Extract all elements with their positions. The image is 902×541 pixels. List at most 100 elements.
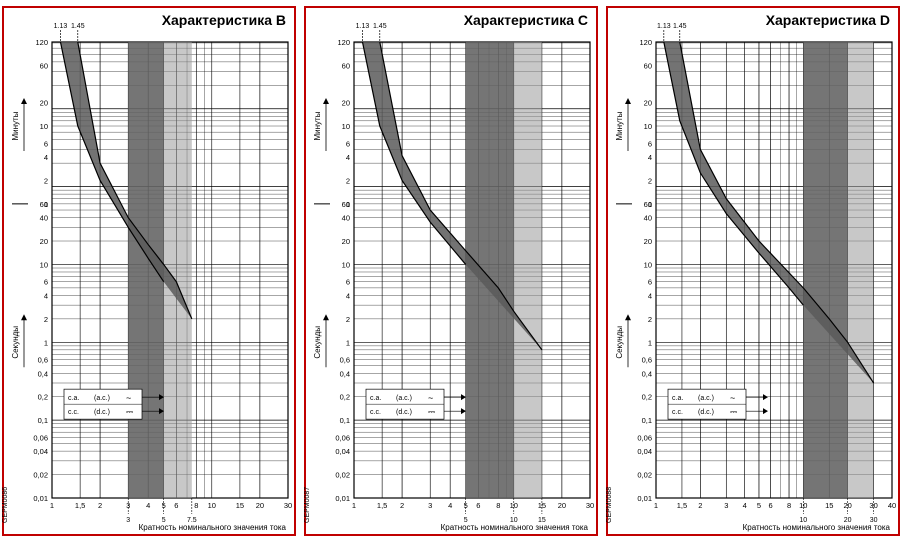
svg-text:1: 1 (50, 501, 54, 510)
svg-text:1,5: 1,5 (75, 501, 85, 510)
svg-text:3: 3 (126, 517, 130, 524)
svg-text:20: 20 (256, 501, 264, 510)
svg-text:0,6: 0,6 (38, 355, 48, 364)
svg-text:(a.c.): (a.c.) (94, 395, 110, 402)
svg-text:20: 20 (558, 501, 566, 510)
svg-text:(a.c.): (a.c.) (698, 395, 714, 402)
chart-svg: 1.131.4511,523456810152030510150,010,020… (306, 8, 600, 538)
svg-text:6: 6 (648, 277, 652, 286)
svg-text:0,06: 0,06 (637, 433, 652, 442)
svg-text:Минуты: Минуты (313, 111, 322, 140)
svg-text:1: 1 (352, 501, 356, 510)
svg-text:0,4: 0,4 (340, 369, 350, 378)
panel-title: Характеристика D (766, 12, 890, 28)
svg-text:1,5: 1,5 (677, 501, 687, 510)
svg-text:~: ~ (730, 393, 735, 403)
svg-text:6: 6 (346, 139, 350, 148)
svg-text:c.c.: c.c. (672, 409, 683, 416)
svg-text:4: 4 (346, 152, 350, 161)
svg-text:2: 2 (98, 501, 102, 510)
svg-text:10: 10 (342, 122, 350, 131)
svg-text:8: 8 (787, 501, 791, 510)
svg-text:(d.c.): (d.c.) (94, 409, 110, 416)
svg-text:0,01: 0,01 (637, 494, 652, 503)
svg-text:5: 5 (757, 501, 761, 510)
svg-text:30: 30 (586, 501, 594, 510)
svg-text:1: 1 (44, 199, 48, 208)
svg-text:2: 2 (44, 314, 48, 323)
side-code: GEPM0088 (606, 486, 613, 522)
svg-text:Секунды: Секунды (11, 325, 20, 358)
svg-text:Кратность номинального значени: Кратность номинального значения тока (743, 523, 891, 532)
svg-text:0,04: 0,04 (335, 447, 350, 456)
svg-text:2: 2 (44, 176, 48, 185)
svg-text:20: 20 (342, 98, 350, 107)
svg-text:~: ~ (126, 393, 131, 403)
svg-text:c.a.: c.a. (68, 395, 79, 402)
panel-title: Характеристика B (162, 12, 286, 28)
svg-text:20: 20 (40, 237, 48, 246)
svg-text:40: 40 (342, 213, 350, 222)
svg-text:6: 6 (769, 501, 773, 510)
svg-text:2: 2 (698, 501, 702, 510)
svg-text:1,5: 1,5 (377, 501, 387, 510)
svg-text:4: 4 (44, 152, 48, 161)
svg-text:1: 1 (346, 199, 350, 208)
chart-panel: Характеристика CGEPM00871.131.4511,52345… (304, 6, 598, 536)
svg-text:c.c.: c.c. (370, 409, 381, 416)
svg-text:1: 1 (346, 338, 350, 347)
svg-text:0,4: 0,4 (642, 369, 652, 378)
svg-text:0,2: 0,2 (642, 392, 652, 401)
svg-text:20: 20 (644, 98, 652, 107)
svg-text:20: 20 (40, 98, 48, 107)
svg-text:0,06: 0,06 (335, 433, 350, 442)
svg-text:8: 8 (496, 501, 500, 510)
svg-text:4: 4 (743, 501, 747, 510)
svg-text:0,4: 0,4 (38, 369, 48, 378)
svg-text:30: 30 (284, 501, 292, 510)
svg-text:40: 40 (644, 213, 652, 222)
svg-text:3: 3 (428, 501, 432, 510)
svg-text:1.45: 1.45 (71, 23, 85, 30)
chart-panel: Характеристика DGEPM00881.131.4511,52345… (606, 6, 900, 536)
svg-text:15: 15 (236, 501, 244, 510)
svg-text:0,1: 0,1 (38, 416, 48, 425)
svg-text:0,6: 0,6 (642, 355, 652, 364)
svg-text:0,6: 0,6 (340, 355, 350, 364)
svg-text:1.45: 1.45 (673, 23, 687, 30)
svg-text:10: 10 (644, 122, 652, 131)
svg-text:1.45: 1.45 (373, 23, 387, 30)
svg-text:10: 10 (40, 260, 48, 269)
svg-text:⎓: ⎓ (428, 407, 435, 417)
chart-svg: 1.131.4511,523456810152030357.50,010,020… (4, 8, 298, 538)
svg-text:6: 6 (44, 139, 48, 148)
svg-text:60: 60 (40, 61, 48, 70)
svg-text:c.a.: c.a. (370, 395, 381, 402)
svg-text:0,01: 0,01 (33, 494, 48, 503)
svg-text:c.c.: c.c. (68, 409, 79, 416)
svg-text:(d.c.): (d.c.) (396, 409, 412, 416)
svg-text:2: 2 (400, 501, 404, 510)
svg-text:60: 60 (644, 61, 652, 70)
svg-text:0,02: 0,02 (33, 470, 48, 479)
svg-text:Секунды: Секунды (313, 325, 322, 358)
svg-text:0,04: 0,04 (637, 447, 652, 456)
svg-text:4: 4 (448, 501, 452, 510)
svg-text:2: 2 (346, 314, 350, 323)
svg-text:15: 15 (825, 501, 833, 510)
svg-text:2: 2 (648, 314, 652, 323)
svg-text:2: 2 (346, 176, 350, 185)
svg-text:~: ~ (428, 393, 433, 403)
svg-text:1.13: 1.13 (54, 23, 68, 30)
svg-text:4: 4 (146, 501, 150, 510)
svg-text:6: 6 (174, 501, 178, 510)
side-code: GEPM0087 (304, 486, 311, 522)
svg-text:1: 1 (648, 338, 652, 347)
svg-text:10: 10 (208, 501, 216, 510)
svg-text:120: 120 (337, 38, 350, 47)
svg-text:8: 8 (194, 501, 198, 510)
svg-text:0,2: 0,2 (340, 392, 350, 401)
svg-text:10: 10 (644, 260, 652, 269)
svg-text:40: 40 (40, 213, 48, 222)
svg-text:0,06: 0,06 (33, 433, 48, 442)
